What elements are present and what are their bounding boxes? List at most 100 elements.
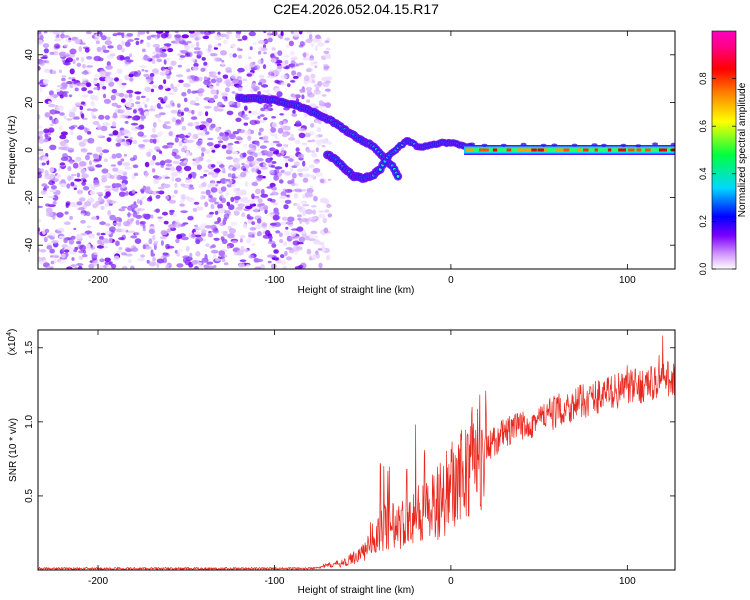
noise-speckle <box>96 124 102 130</box>
noise-speckle <box>66 81 73 85</box>
noise-speckle <box>269 222 277 226</box>
noise-speckle <box>193 47 201 51</box>
noise-speckle <box>49 115 53 121</box>
noise-speckle <box>193 62 199 68</box>
noise-speckle <box>247 216 254 220</box>
noise-speckle <box>213 94 218 100</box>
noise-speckle <box>172 86 178 93</box>
noise-speckle <box>69 160 74 165</box>
noise-speckle <box>280 254 285 259</box>
noise-speckle <box>161 49 167 52</box>
noise-speckle <box>242 78 248 81</box>
noise-speckle <box>62 35 70 38</box>
noise-speckle <box>324 102 332 108</box>
noise-speckle <box>201 191 205 195</box>
noise-speckle <box>175 165 182 172</box>
noise-speckle <box>95 146 103 153</box>
trace-fringe <box>551 143 558 147</box>
noise-speckle <box>216 161 223 165</box>
noise-speckle <box>196 164 202 171</box>
colorbar-tick-label: 0.2 <box>698 215 708 228</box>
noise-speckle <box>78 255 84 260</box>
noise-speckle <box>264 39 270 44</box>
noise-speckle <box>289 50 295 56</box>
noise-speckle <box>210 224 217 231</box>
noise-speckle <box>292 94 296 100</box>
noise-speckle <box>96 134 103 138</box>
noise-speckle <box>191 109 195 115</box>
noise-speckle <box>49 189 57 193</box>
noise-speckle <box>240 171 247 178</box>
noise-speckle <box>191 90 198 94</box>
noise-speckle <box>75 263 84 266</box>
noise-speckle <box>130 122 139 126</box>
noise-speckle <box>76 172 81 178</box>
snr-y-tick-label: 1.0 <box>24 414 35 428</box>
noise-speckle <box>130 265 135 269</box>
noise-speckle <box>258 205 265 211</box>
noise-speckle <box>235 33 241 39</box>
noise-speckle <box>156 33 161 39</box>
noise-speckle <box>60 183 67 188</box>
noise-speckle <box>67 175 72 182</box>
noise-speckle <box>194 224 199 228</box>
noise-speckle <box>125 101 132 108</box>
spectrogram-y-tick-label: -20 <box>24 190 35 205</box>
noise-speckle <box>71 78 76 82</box>
noise-speckle <box>81 210 86 214</box>
noise-speckle <box>78 250 84 254</box>
spectrogram-x-tick-label: -200 <box>88 275 108 286</box>
noise-speckle <box>209 211 215 215</box>
noise-speckle <box>201 57 206 61</box>
noise-speckle <box>277 50 283 56</box>
noise-speckle <box>159 160 166 166</box>
noise-speckle <box>171 151 177 157</box>
noise-speckle <box>138 107 144 112</box>
noise-speckle <box>247 231 253 238</box>
trace-band-peak <box>543 148 548 152</box>
noise-speckle <box>45 212 54 217</box>
noise-speckle <box>197 88 205 94</box>
noise-speckle <box>59 112 65 116</box>
noise-speckle <box>262 135 269 141</box>
noise-speckle <box>310 73 316 79</box>
noise-speckle <box>183 83 191 88</box>
noise-speckle <box>317 80 323 86</box>
noise-speckle <box>91 216 97 220</box>
noise-speckle <box>163 220 169 225</box>
noise-speckle <box>256 143 260 147</box>
noise-speckle <box>191 135 196 140</box>
noise-speckle <box>247 155 255 162</box>
noise-speckle <box>72 59 76 64</box>
noise-speckle <box>139 220 146 225</box>
noise-speckle <box>213 75 218 79</box>
noise-speckle <box>314 45 318 52</box>
noise-speckle <box>142 244 146 250</box>
noise-speckle <box>132 109 137 114</box>
noise-speckle <box>321 109 328 113</box>
noise-speckle <box>132 139 138 145</box>
noise-speckle <box>137 31 146 35</box>
noise-speckle <box>229 104 236 108</box>
noise-speckle <box>55 45 60 49</box>
noise-speckle <box>112 222 118 225</box>
noise-speckle <box>61 58 66 63</box>
noise-speckle <box>278 122 283 125</box>
noise-speckle <box>42 259 47 263</box>
noise-speckle <box>99 258 105 263</box>
noise-speckle <box>69 251 76 255</box>
noise-speckle <box>106 36 111 41</box>
noise-speckle <box>74 246 79 251</box>
noise-speckle <box>72 106 77 112</box>
noise-speckle <box>138 144 146 148</box>
noise-speckle <box>76 241 82 245</box>
noise-speckle <box>189 100 197 106</box>
noise-speckle <box>119 127 124 131</box>
noise-speckle <box>140 39 144 43</box>
noise-speckle <box>69 68 75 75</box>
noise-speckle <box>58 105 64 111</box>
noise-speckle <box>311 139 316 143</box>
noise-speckle <box>72 84 78 88</box>
noise-speckle <box>206 159 213 163</box>
noise-speckle <box>198 124 206 130</box>
